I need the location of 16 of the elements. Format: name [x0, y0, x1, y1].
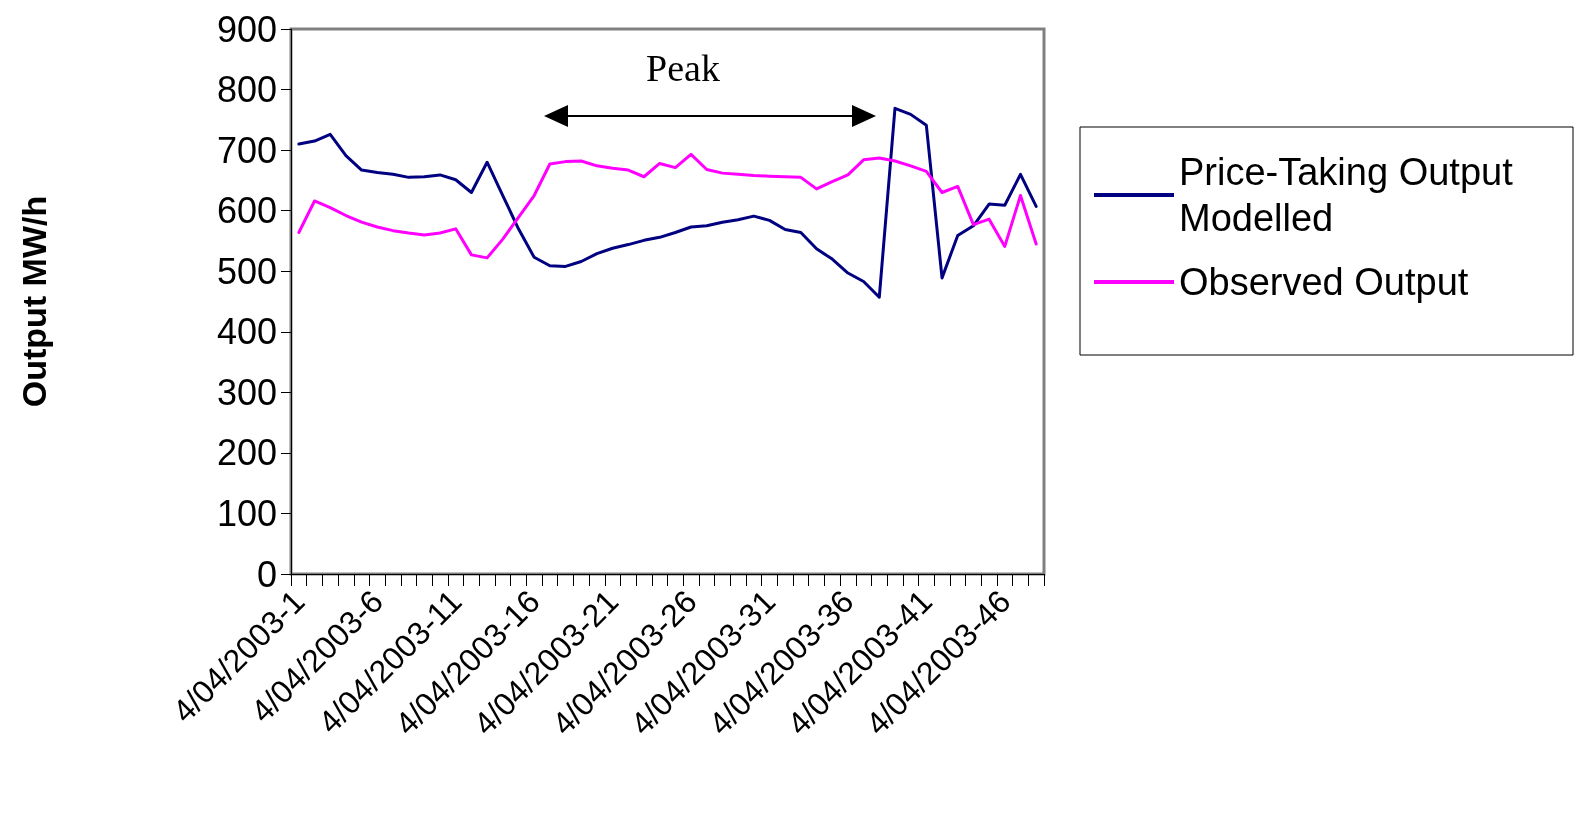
y-tick-label: 700 [216, 129, 277, 171]
y-tick-label: 0 [256, 553, 277, 595]
line-series [297, 106, 1038, 299]
y-axis-title: Output MW/h [15, 195, 53, 408]
y-tick-label: 800 [216, 69, 277, 111]
legend-label: Observed Output [1179, 261, 1469, 303]
line-series [297, 152, 1038, 260]
y-tick-label: 500 [216, 250, 277, 292]
legend-label: Price-Taking Output Modelled [1179, 151, 1524, 239]
y-tick-label: 300 [216, 371, 277, 413]
y-tick-label: 600 [216, 190, 277, 232]
y-tick-label: 200 [216, 432, 277, 474]
y-tick-label: 900 [216, 8, 277, 50]
annotation: Peak [646, 47, 720, 89]
y-tick-label: 100 [216, 492, 277, 534]
y-tick-label: 400 [216, 311, 277, 353]
